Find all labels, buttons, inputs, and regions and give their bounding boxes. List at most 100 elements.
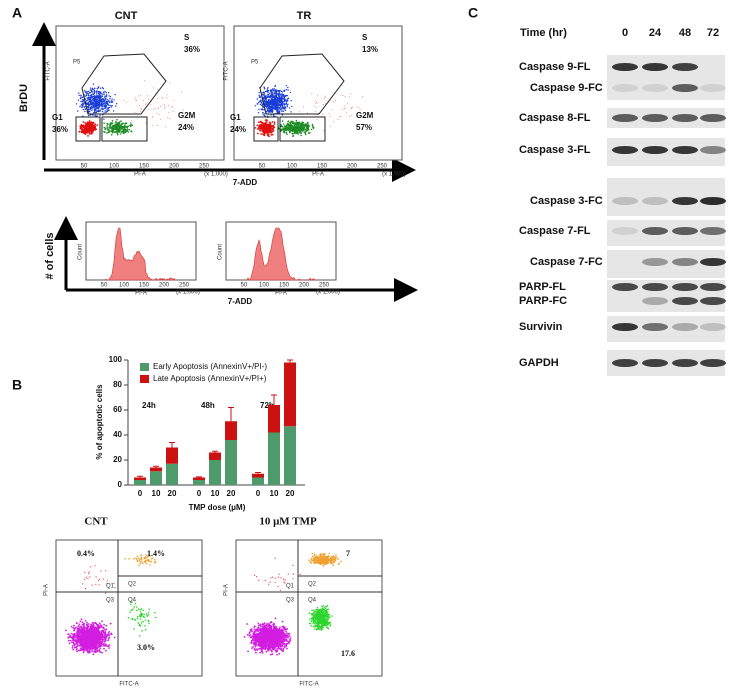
dot	[307, 130, 309, 132]
dot	[105, 628, 107, 631]
dot	[111, 131, 114, 134]
gate	[253, 116, 279, 142]
dot	[108, 634, 110, 636]
dot	[101, 638, 104, 641]
dot	[103, 130, 105, 133]
dot	[83, 90, 86, 92]
dot	[307, 132, 310, 134]
dot	[264, 126, 267, 129]
y-axis-label: # of cells	[44, 232, 56, 279]
dot	[76, 645, 78, 648]
dot-cloud	[254, 85, 293, 119]
dot	[277, 89, 279, 92]
dot	[298, 125, 301, 128]
dot	[315, 103, 317, 105]
dot	[285, 125, 288, 127]
dot	[270, 625, 273, 627]
dot-cloud	[103, 118, 134, 136]
dot	[302, 121, 305, 124]
dot	[149, 564, 151, 566]
dot	[263, 109, 265, 111]
dot	[92, 106, 94, 108]
quadrant-pct: 1.4%	[147, 549, 165, 558]
dot	[92, 107, 94, 109]
dot	[157, 107, 159, 109]
dot	[132, 608, 134, 610]
dot	[258, 94, 260, 96]
dot	[164, 106, 166, 108]
dot	[157, 97, 159, 99]
dot	[148, 108, 150, 110]
dot	[145, 104, 147, 106]
dot	[287, 129, 290, 131]
dot	[274, 99, 277, 102]
dot	[76, 643, 79, 646]
dot	[94, 98, 96, 101]
error-bar	[196, 476, 202, 478]
y-tick-label: 100	[109, 355, 123, 364]
dot	[301, 121, 303, 124]
dot	[94, 649, 97, 652]
dot	[96, 94, 98, 97]
dot	[262, 96, 265, 99]
dot	[144, 619, 147, 621]
plot-title: CNT	[115, 10, 138, 22]
dot	[314, 106, 316, 107]
dot	[147, 620, 150, 622]
panel-letter: A	[12, 5, 22, 21]
dot	[299, 111, 301, 113]
dot	[346, 112, 347, 114]
dot	[95, 576, 97, 578]
dot	[88, 126, 90, 128]
dot	[344, 108, 346, 109]
error-bar	[287, 359, 293, 363]
dot	[90, 126, 92, 129]
dot	[113, 99, 115, 101]
dot	[269, 105, 272, 108]
dot	[126, 130, 128, 132]
dot	[293, 124, 296, 127]
dot	[262, 91, 264, 93]
dot	[103, 105, 106, 107]
dot	[137, 95, 139, 97]
dot	[93, 87, 96, 90]
dot	[289, 123, 292, 125]
dot	[263, 94, 265, 96]
dot	[76, 650, 78, 653]
dot	[92, 641, 95, 644]
gate	[259, 53, 345, 115]
dot	[143, 557, 146, 560]
dot	[69, 634, 72, 637]
dot	[182, 116, 184, 118]
dot	[125, 125, 128, 128]
dot	[110, 127, 112, 130]
dot	[263, 87, 265, 89]
dot	[278, 111, 281, 114]
dot	[283, 98, 285, 100]
group-label: 72h	[260, 401, 274, 410]
bar-segment	[166, 447, 178, 464]
dot	[310, 128, 313, 131]
dot	[312, 127, 315, 129]
plot-y-label: Count	[218, 244, 224, 260]
dot	[103, 112, 105, 114]
dot	[270, 621, 273, 624]
dot	[121, 123, 123, 126]
dot	[182, 109, 184, 111]
dot	[108, 104, 110, 107]
dot	[265, 119, 268, 121]
dot	[126, 129, 129, 131]
dot	[70, 625, 73, 628]
dot	[263, 113, 265, 115]
dot	[130, 123, 132, 126]
group-label: 24h	[142, 401, 156, 410]
dot	[84, 578, 86, 580]
dot	[119, 128, 121, 131]
dot	[323, 97, 325, 99]
dot	[118, 128, 120, 130]
dot	[300, 134, 302, 137]
dot	[129, 611, 131, 614]
dot	[88, 571, 90, 573]
dot	[270, 101, 272, 103]
dot	[275, 107, 278, 110]
